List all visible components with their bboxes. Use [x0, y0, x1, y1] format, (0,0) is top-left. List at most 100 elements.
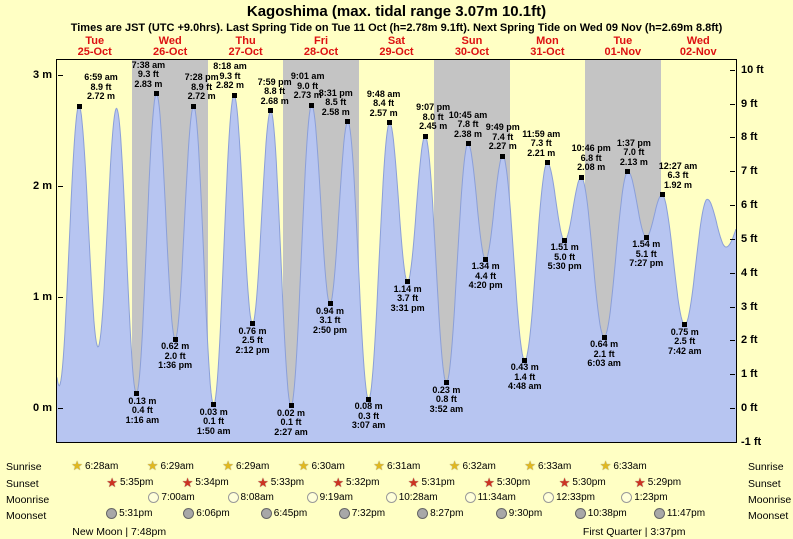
- sunrise-entry: ★ 6:29am: [147, 459, 194, 473]
- sunrise-star-icon: ★: [448, 458, 461, 473]
- tide-extreme-label: 1.34 m 4.4 ft 4:20 pm: [459, 262, 513, 291]
- tide-extreme-label: 9:01 am 9.0 ft 2.73 m: [281, 71, 335, 101]
- right-axis-label: 8 ft: [741, 131, 758, 144]
- tide-extreme-marker: [443, 380, 449, 385]
- sunrise-time: 6:30am: [311, 460, 345, 472]
- tide-extreme-label-line: 2.21 m: [527, 147, 556, 158]
- tide-extreme-label-line: 2.58 m: [321, 106, 350, 117]
- moonrise-time: 11:34am: [477, 492, 516, 503]
- tide-extreme-label-line: 0.23 m: [432, 384, 461, 395]
- right-axis-label: 7 ft: [741, 165, 758, 178]
- tide-extreme-label-line: 3.1 ft: [319, 315, 341, 326]
- right-axis-label: 4 ft: [741, 266, 758, 279]
- tide-extreme-marker: [465, 141, 471, 147]
- sunrise-star-icon: ★: [599, 458, 612, 473]
- tide-extreme-marker: [327, 301, 333, 307]
- left-axis-tick: [58, 75, 63, 76]
- tide-extreme-label-line: 7:27 pm: [629, 258, 664, 269]
- sunset-entry: ★ 5:30pm: [558, 474, 606, 490]
- tide-extreme-label-line: 3.7 ft: [397, 293, 419, 303]
- moonrise-entry: 12:33pm: [543, 492, 595, 503]
- day-header-weekday: Wed: [158, 35, 182, 47]
- sunrise-entry: ★ 6:31am: [373, 459, 420, 473]
- tide-extreme-label: 0.13 m 0.4 ft 1:16 am: [115, 396, 169, 426]
- tide-extreme-label-line: 2.82 m: [215, 80, 245, 90]
- day-header-date: 27-Oct: [228, 46, 263, 58]
- tide-extreme-label-line: 0.76 m: [238, 325, 267, 336]
- right-axis-tick: [730, 306, 735, 308]
- tide-extreme-marker: [133, 391, 139, 397]
- right-axis-label: 0 ft: [741, 402, 758, 414]
- tide-extreme-label-line: 5:30 pm: [547, 261, 582, 272]
- tide-extreme-label-line: 2.13 m: [619, 156, 648, 167]
- moonset-time: 8:27pm: [430, 508, 464, 519]
- moonrise-entry: 10:28am: [385, 492, 438, 503]
- tide-extreme-label-line: 2.45 m: [419, 121, 448, 131]
- tide-extreme-label-line: 7:59 pm: [257, 76, 292, 87]
- tide-extreme-marker: [366, 396, 372, 402]
- tide-extreme-label: 0.64 m 2.1 ft 6:03 am: [577, 339, 631, 369]
- tide-extreme-label-line: 1.34 m: [471, 261, 500, 272]
- moon-phase-label: First Quarter | 3:37pm: [582, 526, 686, 538]
- tide-extreme-label-line: 7:38 am: [131, 59, 166, 70]
- sunset-star-icon: ★: [558, 474, 571, 490]
- moonset-moon-icon: [106, 508, 118, 519]
- moonrise-time: 9:19am: [319, 492, 353, 503]
- tide-extreme-label-line: 9:01 am: [290, 71, 325, 81]
- tide-extreme-label-line: 8.5 ft: [325, 97, 347, 108]
- tide-extreme-label: 0.02 m 0.1 ft 2:27 am: [264, 407, 318, 438]
- tide-extreme-label: 0.03 m 0.1 ft 1:50 am: [187, 406, 241, 437]
- tide-extreme-label-line: 0.03 m: [199, 406, 228, 417]
- moonrise-moon-icon: [385, 492, 397, 503]
- tide-extreme-label-line: 0.8 ft: [435, 394, 457, 404]
- tide-extreme-label: 1.51 m 5.0 ft 5:30 pm: [538, 243, 592, 272]
- sunrise-row-label-left: Sunrise: [6, 461, 42, 473]
- tide-extreme-label-line: 9.3 ft: [137, 69, 159, 80]
- tide-extreme-label-line: 2:27 am: [274, 426, 308, 437]
- tide-extreme-marker: [231, 92, 237, 98]
- sunset-entry: ★ 5:32pm: [332, 475, 379, 490]
- right-axis-tick: [730, 340, 735, 342]
- tide-extreme-label-line: 9.3 ft: [219, 70, 241, 81]
- tide-extreme-label: 0.62 m 2.0 ft 1:36 pm: [148, 342, 202, 371]
- sunset-time: 5:31pm: [421, 477, 455, 488]
- sunrise-star-icon: ★: [373, 458, 385, 473]
- moonrise-entry: 1:23pm: [621, 492, 668, 503]
- sunrise-row-label-right: Sunrise: [748, 461, 784, 473]
- sunrise-entry: ★ 6:29am: [222, 459, 269, 473]
- tide-extreme-label-line: 1.4 ft: [514, 371, 536, 382]
- tide-extreme-label-line: 7.0 ft: [623, 147, 645, 158]
- tide-extreme-label-line: 9:49 pm: [485, 122, 520, 132]
- sunrise-star-icon: ★: [71, 458, 83, 473]
- tide-extreme-label-line: 0.02 m: [276, 407, 306, 418]
- tide-extreme-label: 0.23 m 0.8 ft 3:52 am: [419, 384, 473, 415]
- tide-extreme-label-line: 6.8 ft: [580, 152, 602, 163]
- day-header-weekday: Tue: [85, 35, 105, 47]
- moonrise-time: 1:23pm: [634, 492, 668, 503]
- tide-extreme-label-line: 3:52 am: [429, 403, 464, 414]
- sunset-time: 5:30pm: [496, 477, 531, 488]
- tide-extreme-label-line: 2.83 m: [134, 78, 163, 89]
- tide-extreme-marker: [643, 234, 649, 240]
- sunrise-star-icon: ★: [146, 458, 159, 473]
- tide-extreme-marker: [153, 91, 159, 97]
- page-title: Kagoshima (max. tidal range 3.07m 10.1ft…: [246, 3, 547, 20]
- tide-extreme-label-line: 1:16 am: [125, 414, 160, 425]
- tide-extreme-label-line: 1.14 m: [393, 283, 422, 294]
- sunrise-entry: ★ 6:32am: [449, 459, 496, 473]
- tide-extreme-marker: [659, 192, 665, 198]
- moonrise-moon-icon: [621, 492, 633, 503]
- moonset-moon-icon: [417, 508, 429, 519]
- day-header-weekday: Wed: [686, 35, 710, 47]
- left-axis-label: 1 m: [33, 291, 52, 303]
- day-header: Wed 02-Nov: [661, 36, 736, 58]
- right-axis-tick: [730, 441, 735, 443]
- moonset-time: 10:38pm: [587, 508, 627, 519]
- tide-extreme-label-line: 0.08 m: [354, 401, 383, 412]
- tide-extreme-label-line: 9:48 am: [366, 88, 401, 99]
- tide-extreme-label-line: 0.3 ft: [358, 410, 380, 421]
- moonset-moon-icon: [183, 508, 195, 519]
- tide-extreme-label: 0.76 m 2.5 ft 2:12 pm: [226, 325, 280, 356]
- sunset-entry: ★ 5:35pm: [106, 475, 153, 490]
- moonset-time: 6:06pm: [196, 508, 230, 519]
